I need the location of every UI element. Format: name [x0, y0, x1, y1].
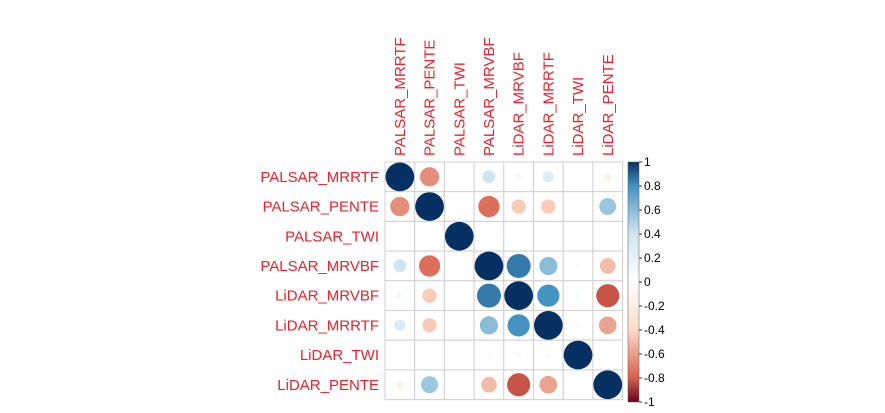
corr-circle-palsar-mrvbf-lidar-mrvbf: [506, 253, 531, 278]
corr-circle-palsar-pente-lidar-pente: [599, 198, 617, 216]
colorbar-tick-label: -0.6: [644, 347, 665, 361]
grid-cell: [503, 220, 534, 252]
corr-circle-lidar-mrvbf-palsar-pente: [422, 288, 437, 303]
grid-cell: [384, 220, 416, 252]
column-label: PALSAR_MRRTF: [392, 37, 409, 156]
column-label: PALSAR_PENTE: [422, 40, 439, 156]
grid-cell: [562, 161, 594, 193]
corr-circle-palsar-mrvbf-palsar-pente: [418, 255, 441, 277]
colorbar-tick-label: 0.6: [644, 203, 661, 217]
colorbar-tick-label: 1: [644, 155, 651, 169]
corr-circle-lidar-pente-palsar-pente: [421, 376, 439, 394]
grid-cell: [384, 339, 416, 371]
colorbar-gradient: [627, 161, 640, 403]
row-label: LiDAR_TWI: [300, 347, 379, 364]
grid-cell: [443, 250, 475, 282]
grid-cell: [592, 161, 624, 193]
corr-circle-palsar-pente-palsar-mrrtf: [390, 196, 410, 217]
corr-circle-lidar-mrvbf-lidar-twi: [575, 293, 581, 299]
colorbar-tick-label: -0.4: [644, 323, 665, 337]
corr-circle-palsar-pente-palsar-pente: [415, 192, 444, 221]
grid-cell: [533, 191, 564, 222]
colorbar-tick-label: 0.4: [644, 227, 661, 241]
corr-circle-lidar-mrvbf-lidar-pente: [596, 284, 620, 308]
grid-cell: [443, 161, 475, 193]
corr-circle-palsar-pente-lidar-mrrtf: [541, 199, 556, 214]
grid-cell: [443, 280, 475, 311]
corr-circle-lidar-pente-lidar-pente: [593, 370, 623, 400]
grid-cell: [414, 339, 445, 371]
corr-circle-palsar-pente-lidar-mrvbf: [511, 199, 526, 214]
row-label: LiDAR_PENTE: [277, 377, 379, 394]
corr-circle-palsar-mrvbf-lidar-pente: [599, 258, 616, 274]
grid-cell: [592, 220, 624, 252]
corr-circle-palsar-mrrtf-palsar-mrrtf: [385, 162, 415, 192]
corr-circle-lidar-mrrtf-lidar-pente: [598, 316, 617, 335]
corr-circle-palsar-pente-palsar-mrvbf: [478, 195, 500, 218]
corr-circle-lidar-mrvbf-lidar-mrvbf: [504, 281, 533, 310]
corr-circle-lidar-pente-lidar-mrrtf: [539, 375, 558, 394]
corr-circle-palsar-mrrtf-palsar-pente: [419, 167, 440, 187]
col-label-layer: PALSAR_MRRTF PALSAR_PENTE PALSAR_TWI PALSAR…: [392, 37, 617, 156]
row-label: PALSAR_PENTE: [263, 199, 379, 216]
corr-circle-palsar-mrrtf-lidar-mrrtf: [542, 171, 554, 183]
corr-circle-lidar-mrrtf-lidar-mrrtf: [534, 311, 563, 340]
column-label: LiDAR_MRVBF: [511, 52, 528, 156]
corr-circle-lidar-mrrtf-palsar-mrvbf: [479, 316, 499, 335]
corr-circle-lidar-pente-palsar-mrvbf: [481, 376, 497, 393]
corr-circle-palsar-mrvbf-palsar-mrrtf: [393, 259, 407, 273]
grid-cell: [414, 220, 445, 252]
grid-cell: [443, 339, 475, 371]
colorbar-tick-label: -0.2: [644, 299, 665, 313]
row-label: PALSAR_MRRTF: [260, 169, 379, 186]
column-label: LiDAR_PENTE: [600, 54, 617, 156]
corr-circle-lidar-twi-palsar-mrvbf: [486, 352, 492, 358]
column-label: PALSAR_MRVBF: [481, 37, 498, 156]
column-label: PALSAR_TWI: [451, 62, 468, 156]
column-label: LiDAR_MRRTF: [540, 52, 557, 156]
corr-circle-lidar-twi-lidar-mrvbf: [516, 352, 522, 358]
grid-cell: [443, 369, 475, 401]
corr-circle-palsar-twi-palsar-twi: [444, 221, 474, 251]
corr-circle-palsar-mrrtf-lidar-pente: [603, 172, 612, 181]
corr-circle-lidar-mrrtf-palsar-mrrtf: [394, 319, 406, 331]
corr-circle-lidar-mrrtf-lidar-mrvbf: [507, 314, 530, 337]
grid-cell: [473, 220, 505, 252]
colorbar-tick-label: -0.8: [644, 371, 665, 385]
column-label: LiDAR_TWI: [570, 77, 587, 156]
colorbar-tick-label: 0: [644, 275, 651, 289]
corr-circle-palsar-mrvbf-palsar-mrvbf: [474, 251, 504, 281]
row-label: LiDAR_MRVBF: [275, 288, 379, 305]
grid-cell: [562, 220, 594, 252]
corr-circle-lidar-mrrtf-palsar-pente: [422, 318, 437, 333]
colorbar: 1 0.8 0.6 0.4 0.2 0 -0.2 -0.4 -0.6 -0.8 -1: [627, 155, 665, 409]
colorbar-tick-label: 0.2: [644, 251, 661, 265]
corr-circle-palsar-mrvbf-lidar-twi: [575, 263, 581, 269]
corr-circle-lidar-pente-lidar-mrvbf: [507, 373, 531, 397]
colorbar-tick-label: 0.8: [644, 179, 661, 193]
corr-circle-lidar-mrvbf-lidar-mrrtf: [537, 284, 560, 307]
row-label: LiDAR_MRRTF: [275, 317, 379, 334]
corr-circle-lidar-mrvbf-palsar-mrvbf: [476, 283, 501, 308]
row-label: PALSAR_TWI: [285, 228, 379, 245]
circle-layer: [385, 162, 623, 400]
corr-circle-lidar-mrvbf-palsar-mrrtf: [396, 292, 404, 299]
corr-circle-palsar-mrvbf-lidar-mrrtf: [539, 256, 558, 276]
grid-cell: [443, 310, 475, 341]
corr-circle-palsar-mrrtf-lidar-mrvbf: [515, 173, 522, 181]
corr-circle-lidar-twi-lidar-mrrtf: [545, 352, 551, 358]
grid-cell: [533, 220, 564, 252]
corr-circle-lidar-pente-palsar-mrrtf: [395, 380, 404, 389]
corr-circle-palsar-mrrtf-palsar-mrvbf: [482, 170, 496, 184]
grid-cell: [562, 369, 594, 401]
corr-circle-lidar-mrrtf-lidar-twi: [575, 322, 581, 328]
row-label-layer: PALSAR_MRRTF PALSAR_PENTE PALSAR_TWI PALSAR…: [260, 169, 379, 394]
corr-circle-lidar-twi-lidar-twi: [563, 340, 593, 370]
grid-cell: [592, 339, 624, 371]
colorbar-tick-label: -1: [644, 395, 655, 409]
grid-cell: [562, 191, 594, 222]
row-label: PALSAR_MRVBF: [260, 258, 379, 275]
grid-cell: [443, 191, 475, 222]
